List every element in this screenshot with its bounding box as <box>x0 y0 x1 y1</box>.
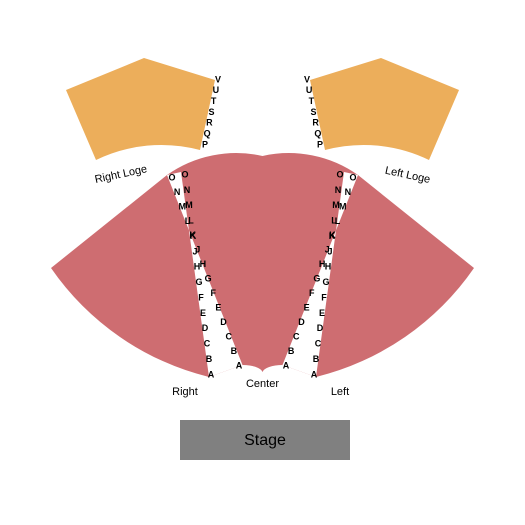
row-label: R <box>312 118 319 128</box>
row-label: Q <box>314 129 321 139</box>
row-label: D <box>202 323 209 333</box>
row-label: B <box>313 354 320 364</box>
row-label: N <box>174 187 181 197</box>
row-label: N <box>184 185 191 195</box>
row-label: D <box>317 323 324 333</box>
row-label: A <box>236 360 243 370</box>
right-loge-section[interactable] <box>66 58 215 160</box>
stage-label: Stage <box>244 432 286 449</box>
row-label: N <box>335 185 342 195</box>
row-label: B <box>206 354 213 364</box>
left-loge-section[interactable] <box>310 58 459 160</box>
row-label: S <box>310 107 316 117</box>
row-label: C <box>315 339 322 349</box>
row-label: K <box>190 231 197 241</box>
row-label: B <box>288 346 295 356</box>
row-label: N <box>345 187 352 197</box>
section-label-right: Right <box>172 386 198 398</box>
row-label: K <box>329 231 336 241</box>
row-label: G <box>205 274 212 284</box>
row-label: S <box>208 107 214 117</box>
row-label: P <box>317 139 323 149</box>
row-label: J <box>192 246 197 256</box>
row-label: M <box>339 201 347 211</box>
row-label: E <box>304 303 310 313</box>
row-label: R <box>206 118 213 128</box>
row-label: B <box>231 346 238 356</box>
seating-chart: Stage AABBCCDDEEFFGGHHJJKKLLMMNNOO AABBC… <box>0 0 525 525</box>
row-label: H <box>200 259 207 269</box>
row-label: L <box>331 216 337 226</box>
row-label: O <box>168 172 175 182</box>
row-label: O <box>349 172 356 182</box>
row-label: F <box>198 292 204 302</box>
row-label: P <box>202 139 208 149</box>
row-label: E <box>319 308 325 318</box>
row-label: Q <box>204 129 211 139</box>
row-label: C <box>225 331 232 341</box>
row-label: J <box>327 246 332 256</box>
section-label-right-loge: Right Loge <box>94 163 149 186</box>
row-label: V <box>304 74 310 84</box>
section-label-left: Left <box>331 386 349 398</box>
row-label: M <box>332 200 340 210</box>
row-label: F <box>321 292 327 302</box>
row-label: G <box>195 277 202 287</box>
row-label: G <box>313 274 320 284</box>
row-label: A <box>208 369 215 379</box>
row-label: C <box>204 339 211 349</box>
row-label: L <box>188 216 194 226</box>
section-label-center: Center <box>246 378 279 390</box>
row-label: U <box>213 85 220 95</box>
row-label: F <box>309 288 315 298</box>
row-label: T <box>211 96 217 106</box>
row-label: O <box>336 169 343 179</box>
row-label: T <box>309 96 315 106</box>
row-label: M <box>185 200 193 210</box>
row-label: A <box>311 369 318 379</box>
row-label: E <box>200 308 206 318</box>
row-label: H <box>325 262 332 272</box>
row-label: G <box>322 277 329 287</box>
row-label: D <box>220 317 227 327</box>
section-label-left-loge: Left Loge <box>384 165 431 186</box>
row-label: V <box>215 74 221 84</box>
row-label: U <box>306 85 313 95</box>
row-label: F <box>210 288 216 298</box>
orchestra-section[interactable] <box>51 153 474 377</box>
row-label: A <box>283 360 290 370</box>
row-label: D <box>298 317 305 327</box>
row-label: O <box>181 169 188 179</box>
row-label: C <box>293 331 300 341</box>
row-label: H <box>194 262 201 272</box>
row-label: E <box>215 303 221 313</box>
